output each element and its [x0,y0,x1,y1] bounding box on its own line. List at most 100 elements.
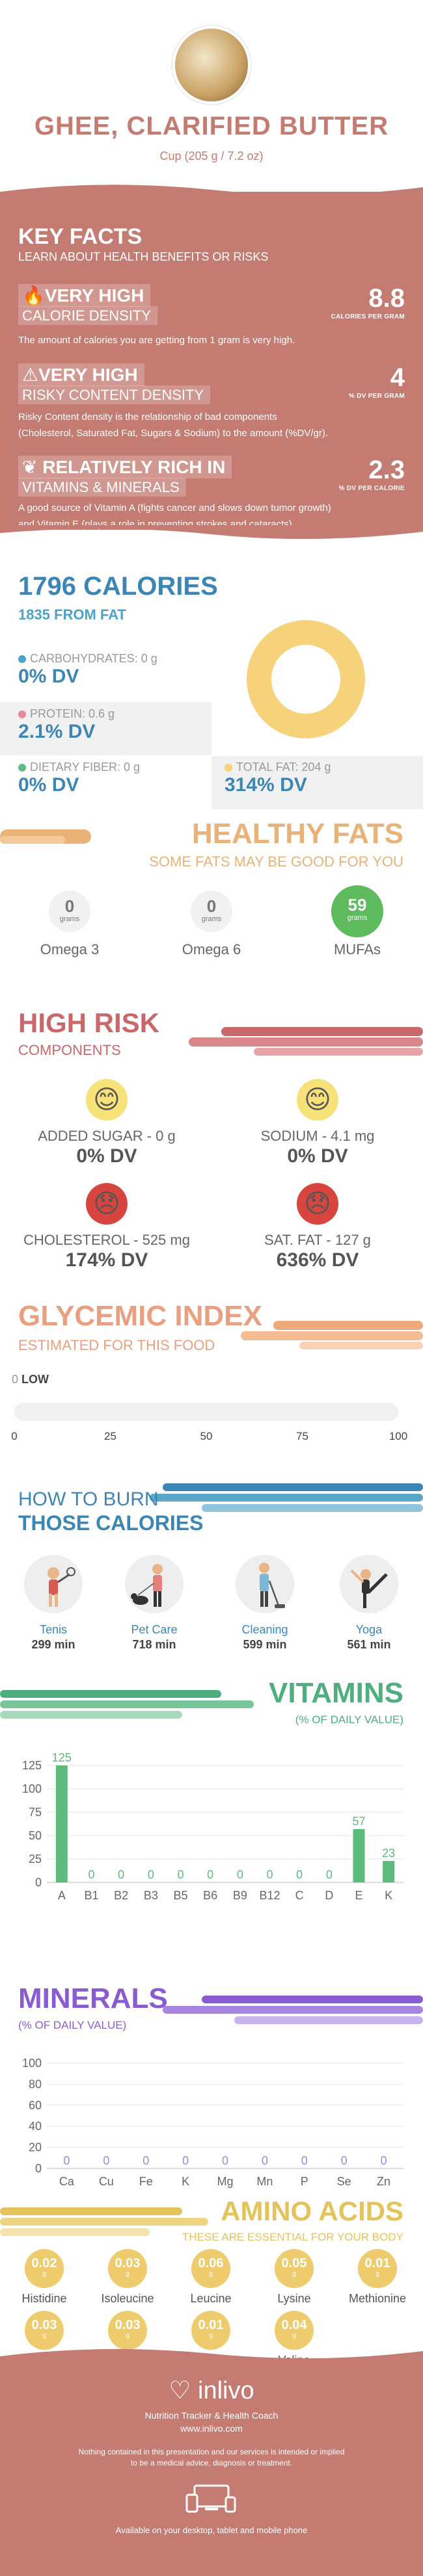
glycemic-title: GLYCEMIC INDEX [18,1300,262,1332]
fact-value: 8.8 [368,284,405,313]
x-tick-label: Mg [217,2175,233,2188]
macro-label: TOTAL FAT: 204 g [236,761,331,774]
fat-unit: grams [347,914,368,922]
calories-title: 1796 CALORIES [18,572,218,601]
y-tick-label: 0 [35,2162,42,2175]
y-tick-label: 75 [29,1806,42,1819]
fat-value: 0 [64,896,75,916]
healthy-fats-title: HEALTHY FATS [191,818,403,850]
amino-circle: 0.06 g [191,2249,230,2288]
fat-unit: grams [59,915,80,923]
x-tick-label: K [182,2175,189,2188]
fact-level: VERY HIGH [44,285,144,306]
fat-name-omega6: Omega 6 [182,941,241,957]
x-tick-label: E [355,1889,362,1902]
happy-face-icon: 😊 [297,1079,338,1121]
amino-value: 0.01 [364,2256,390,2270]
amino-unit: g [126,2270,130,2278]
glycemic-subtitle: ESTIMATED FOR THIS FOOD [18,1337,215,1353]
vitamins-bar-chart: 0 25 50 75 100 125 125 A 0 B1 0 B2 0 B3 0 B5 0 B6 0 B9 0 B12 0… [22,1751,403,1902]
risk-value: 636% DV [276,1249,359,1271]
bar-value-label: 0 [103,2154,109,2167]
bar-value-label: 0 [341,2154,348,2167]
bar-value-label: 0 [88,1868,94,1881]
footer-url[interactable]: www.inlivo.com [180,2423,243,2434]
healthy-fats-decoration [0,829,91,844]
glycemic-value: 0 [12,1373,19,1386]
fact-description-line: Risky Content density is the relationshi… [18,411,277,423]
cleaning-icon [236,1555,294,1613]
fat-name-mufas: MUFAs [333,941,381,957]
activity-minutes: 599 min [243,1638,287,1651]
x-tick-label: B12 [259,1889,280,1902]
amino-title: AMINO ACIDS [221,2196,403,2226]
fact-value: 4 [390,363,405,392]
macro-value: 2.1% DV [18,721,96,742]
high-risk-decoration [189,1027,423,1056]
y-tick-label: 100 [22,1782,42,1795]
burn-title-line2: THOSE CALORIES [18,1511,204,1535]
protein-dot-icon [18,710,26,719]
bar-value-label: 0 [222,2154,228,2167]
amino-unit: g [126,2332,130,2339]
bar-value-label: 0 [143,2154,149,2167]
x-tick-label: B6 [203,1889,217,1902]
bar-value-label: 0 [266,1868,273,1881]
macro-label: CARBOHYDRATES: 0 g [30,652,157,665]
amino-circle: 0.01 g [358,2249,397,2288]
risk-value: 174% DV [65,1249,148,1271]
macro-value: 314% DV [225,774,307,796]
page-title: GHEE, CLARIFIED BUTTER [34,112,389,140]
y-tick-label: 50 [29,1829,42,1842]
glycemic-tick-label: 100 [389,1430,408,1442]
macro-label: DIETARY FIBER: 0 g [30,761,141,774]
serving-size: Cup (205 g / 7.2 oz) [159,150,264,163]
risk-label: SODIUM - 4.1 mg [260,1128,375,1144]
macro-fat-box [212,756,423,809]
sad-face-icon: 😞 [86,1183,128,1225]
x-tick-label: B1 [84,1889,98,1902]
amino-circle: 0.03 g [108,2311,147,2350]
fat-value: 0 [206,896,217,916]
activity-name: Yoga [355,1623,383,1636]
macro-protein: PROTEIN: 0.6 g 2.1% DV [18,707,115,743]
bar-value-label: 0 [63,2154,70,2167]
glycemic-tick-label: 25 [104,1430,116,1442]
fat-unit: grams [201,915,222,923]
y-tick-label: 20 [29,2141,42,2154]
flame-icon: 🔥 [22,285,45,306]
healthy-fats-subtitle: SOME FATS MAY BE GOOD FOR YOU [149,853,403,870]
x-tick-label: K [385,1889,392,1902]
leaf-icon: ❦ [22,457,38,477]
amino-name: Histidine [21,2292,67,2305]
bar-value-label: 0 [301,2154,308,2167]
amino-unit: g [209,2332,213,2339]
fact-value: 2.3 [368,456,405,484]
y-tick-label: 80 [29,2077,42,2090]
amino-unit: g [42,2270,46,2278]
footer-wave [0,2348,423,2363]
amino-unit: g [209,2270,213,2278]
fact-description: The amount of calories you are getting f… [18,335,295,346]
amino-decoration [0,2207,208,2236]
amino-unit: g [42,2332,46,2339]
brand-name: inlivo [198,2377,254,2404]
activity-minutes: 299 min [31,1638,75,1651]
glycemic-ticks: 0 25 50 75 100 [0,1430,423,1446]
x-tick-label: Cu [99,2175,114,2188]
amino-name: Leucine [190,2292,232,2305]
y-tick-label: 25 [29,1853,42,1866]
vitamins-title: VITAMINS [269,1677,403,1709]
amino-circle: 0.02 g [25,2249,64,2288]
tennis-icon [24,1555,83,1613]
bar-value-label: 0 [182,2154,189,2167]
key-facts-section [0,192,423,530]
macro-value: 0% DV [18,666,79,687]
fact-risky-density: ⚠VERY HIGH RISKY CONTENT DENSITY Risky C… [18,363,328,441]
carbs-dot-icon [18,655,26,664]
x-tick-label: Ca [59,2175,75,2188]
amino-value: 0.01 [198,2318,224,2332]
vitamins-decoration [0,1690,254,1719]
glycemic-level: LOW [21,1373,49,1386]
amino-name: Lysine [277,2292,311,2305]
